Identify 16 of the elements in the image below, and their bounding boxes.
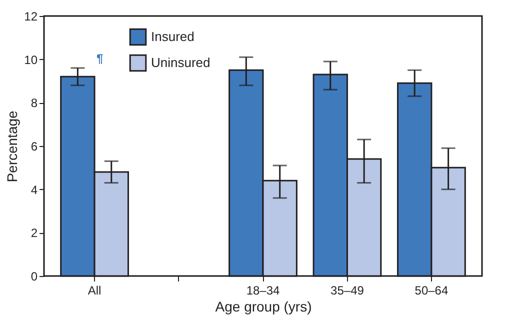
y-axis-title: Percentage — [4, 110, 20, 182]
y-tick-label: 0 — [30, 270, 38, 284]
annotation: ¶ — [96, 52, 104, 66]
x-tick-label: All — [88, 284, 102, 298]
y-tick-label: 2 — [30, 226, 38, 240]
x-tick-label: 50–64 — [414, 284, 448, 298]
y-tick-label: 10 — [24, 52, 38, 67]
x-tick-label: 18–34 — [246, 284, 280, 298]
y-tick-label: 8 — [30, 96, 38, 110]
y-tick-label: 12 — [24, 10, 38, 24]
x-tick-label: 35–49 — [330, 284, 364, 298]
y-tick-label: 4 — [30, 182, 38, 197]
legend-label: Insured — [151, 29, 194, 44]
y-tick-label: 6 — [30, 140, 38, 154]
x-axis-title: Age group (yrs) — [215, 298, 312, 314]
legend-label: Uninsured — [151, 55, 210, 70]
